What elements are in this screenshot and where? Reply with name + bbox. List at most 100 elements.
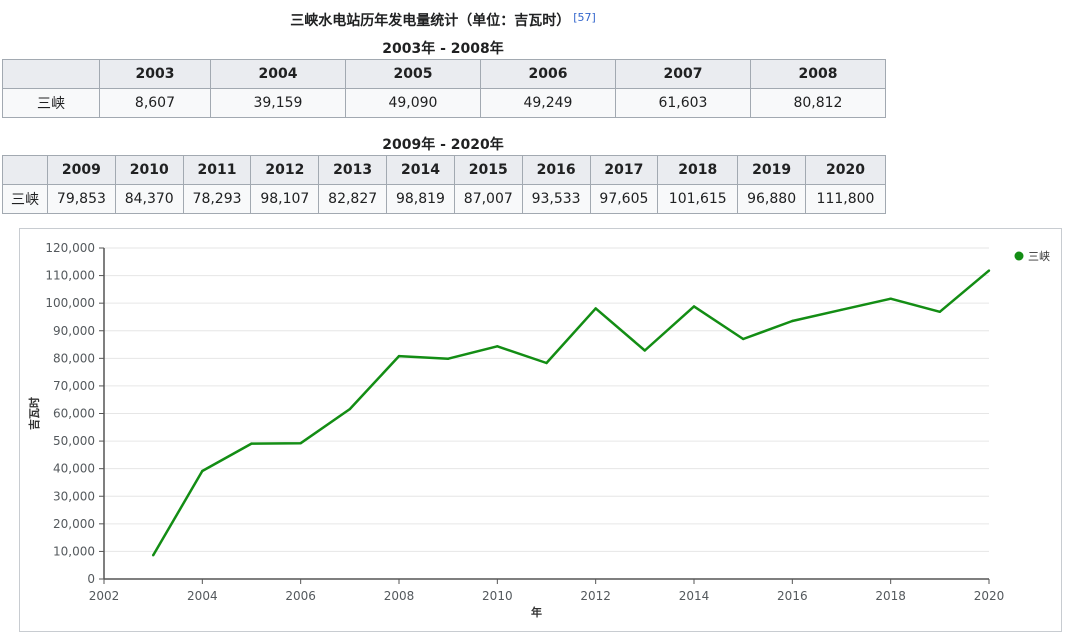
grid-lines <box>104 247 989 552</box>
table1-caption: 2003年 - 2008年 <box>382 41 504 57</box>
table1-header-row: 2003 2004 2005 2006 2007 2008 <box>2 59 887 89</box>
year-header-2004: 2004 <box>209 59 346 89</box>
year-header-2005: 2005 <box>344 59 481 89</box>
data-point <box>643 349 647 352</box>
value-cell-2008: 80,812 <box>749 88 887 118</box>
year-header-2015: 2015 <box>453 155 523 185</box>
year-header-2020: 2020 <box>805 155 886 185</box>
value-cell-2003: 8,607 <box>99 88 211 118</box>
year-header-2008: 2008 <box>749 59 887 89</box>
value-cell-2016: 93,533 <box>521 184 591 214</box>
x-axis-label: 年 <box>531 605 542 619</box>
table2-header-row: 2009 2010 2011 2012 2013 2014 2015 2016 2017 2018… <box>2 155 886 185</box>
year-header-2007: 2007 <box>614 59 751 89</box>
line-chart: 0 10,000 20,000 30,000 40,000 50,000 60,000 70,… <box>27 241 1051 619</box>
x-tick-label: 2016 <box>777 589 808 603</box>
value-cell-2009: 79,853 <box>47 184 116 214</box>
y-tick-label: 120,000 <box>45 241 95 255</box>
value-cell-2007: 61,603 <box>614 88 751 118</box>
y-tick-label: 70,000 <box>53 379 95 393</box>
x-tick-label: 2004 <box>187 589 218 603</box>
series-lines <box>151 269 991 557</box>
axes <box>99 247 990 584</box>
value-cell-2020: 111,800 <box>805 184 886 214</box>
y-axis-label: 吉瓦时 <box>27 397 41 430</box>
y-tick-label: 80,000 <box>53 351 95 365</box>
data-point <box>446 357 450 360</box>
y-tick-label: 100,000 <box>45 296 95 310</box>
value-cell-2019: 96,880 <box>737 184 807 214</box>
value-cell-2005: 49,090 <box>344 88 481 118</box>
year-header-2014: 2014 <box>386 155 455 185</box>
value-cell-2010: 84,370 <box>114 184 184 214</box>
value-cell-2012: 98,107 <box>250 184 320 214</box>
data-point <box>692 305 696 308</box>
value-cell-2004: 39,159 <box>209 88 346 118</box>
year-header-2011: 2011 <box>182 155 252 185</box>
data-point <box>348 407 352 411</box>
table-caption-title: 三峡水电站历年发电量统计（单位：吉瓦时） [57] <box>0 10 886 30</box>
data-point <box>987 269 991 272</box>
value-cell-2006: 49,249 <box>479 88 616 118</box>
y-tick-label: 50,000 <box>53 434 95 448</box>
data-point <box>201 469 204 473</box>
x-tick-label: 2008 <box>384 589 415 603</box>
caption-title-text: 三峡水电站历年发电量统计（单位：吉瓦时） <box>290 13 571 29</box>
data-point <box>741 337 745 341</box>
x-tick-label: 2010 <box>482 589 513 603</box>
data-point <box>151 554 155 557</box>
table-2003-2008: 2003 2004 2005 2006 2007 2008 三峡 8,607 39,159 49… <box>2 59 887 118</box>
x-tick-label: 2018 <box>875 589 906 603</box>
y-tick-label: 40,000 <box>53 462 95 476</box>
y-tick-label: 20,000 <box>53 517 95 531</box>
chart-container: 0 10,000 20,000 30,000 40,000 50,000 60,000 70,… <box>19 228 1062 632</box>
legend-label: 三峡 <box>1028 249 1050 263</box>
table2-corner-cell <box>2 155 48 185</box>
value-cell-2013: 82,827 <box>318 184 388 214</box>
legend-marker <box>1014 251 1024 261</box>
series-line-0 <box>152 269 990 556</box>
value-cell-2014: 98,819 <box>386 184 455 214</box>
value-cell-2017: 97,605 <box>589 184 659 214</box>
x-tick-labels: 2002 2004 2006 2008 2010 2012 2014 2016 2018 2020 <box>89 589 1005 603</box>
y-tick-labels: 0 10,000 20,000 30,000 40,000 50,000 60,000 70,… <box>45 241 95 586</box>
data-point <box>250 442 253 445</box>
y-tick-label: 30,000 <box>53 489 95 503</box>
x-tick-label: 2020 <box>974 589 1005 603</box>
table1-row-label: 三峡 <box>2 88 100 118</box>
value-cell-2011: 78,293 <box>182 184 252 214</box>
x-tick-label: 2012 <box>580 589 611 603</box>
year-header-2010: 2010 <box>114 155 184 185</box>
year-header-2018: 2018 <box>657 155 739 185</box>
table2-data-row: 三峡 79,853 84,370 78,293 98,107 82,827 98,819 87… <box>2 184 886 214</box>
y-tick-label: 0 <box>87 572 95 586</box>
year-header-2013: 2013 <box>318 155 388 185</box>
reference-link[interactable]: [57] <box>573 11 596 24</box>
table2-row-label: 三峡 <box>2 184 48 214</box>
y-tick-label: 10,000 <box>53 544 95 558</box>
year-header-2003: 2003 <box>99 59 211 89</box>
y-tick-label: 60,000 <box>53 407 95 421</box>
data-point <box>496 345 499 348</box>
legend[interactable]: 三峡 <box>1014 249 1051 263</box>
table1-data-row: 三峡 8,607 39,159 49,090 49,249 61,603 80,812 <box>2 88 887 118</box>
value-cell-2018: 101,615 <box>657 184 739 214</box>
table2-caption: 2009年 - 2020年 <box>382 137 504 153</box>
data-point <box>397 354 401 358</box>
data-point <box>889 297 892 300</box>
year-header-2019: 2019 <box>737 155 807 185</box>
data-point <box>840 308 843 311</box>
year-header-2017: 2017 <box>589 155 659 185</box>
x-tick-label: 2006 <box>285 589 316 603</box>
data-point <box>545 361 548 365</box>
year-header-2009: 2009 <box>47 155 116 185</box>
year-header-2016: 2016 <box>521 155 591 185</box>
value-cell-2015: 87,007 <box>453 184 523 214</box>
x-tick-label: 2002 <box>89 589 120 603</box>
y-tick-label: 110,000 <box>45 269 95 283</box>
data-point <box>791 319 794 323</box>
year-header-2012: 2012 <box>250 155 320 185</box>
year-header-2006: 2006 <box>479 59 616 89</box>
x-tick-label: 2014 <box>679 589 710 603</box>
y-tick-label: 90,000 <box>53 324 95 338</box>
